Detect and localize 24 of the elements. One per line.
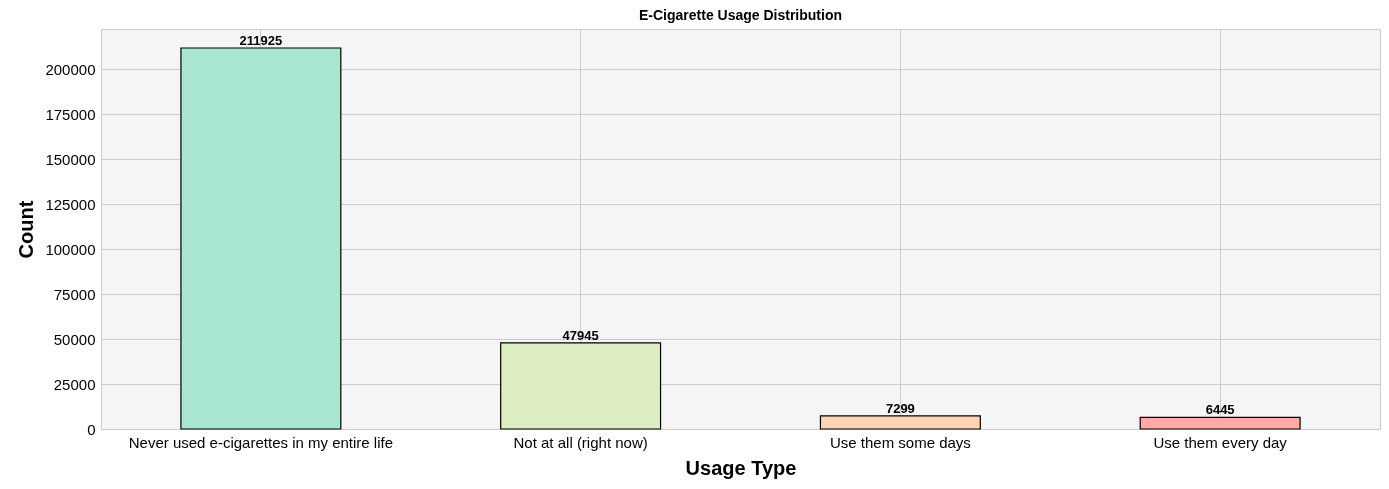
- data-label: 47945: [562, 327, 599, 343]
- x-tick-label: Use them every day: [1153, 433, 1288, 451]
- y-tick-label: 200000: [45, 60, 96, 78]
- y-axis-title: Count: [15, 200, 38, 259]
- y-tick-label: 100000: [45, 240, 96, 258]
- y-tick-label: 50000: [53, 330, 96, 348]
- x-tick-label: Not at all (right now): [513, 433, 648, 451]
- y-tick-label: 75000: [53, 285, 96, 303]
- chart-title: E-Cigarette Usage Distribution: [638, 7, 843, 23]
- bar: [180, 47, 342, 430]
- bar: [1139, 416, 1301, 430]
- y-tick-label: 150000: [45, 150, 96, 168]
- x-tick-label: Use them some days: [829, 433, 971, 451]
- bar: [500, 342, 662, 430]
- data-label: 6445: [1205, 402, 1235, 418]
- data-label: 211925: [239, 33, 283, 49]
- x-axis-title: Usage Type: [685, 456, 797, 479]
- data-label: 7299: [885, 400, 915, 416]
- bar: [819, 415, 981, 430]
- y-tick-label: 25000: [53, 375, 96, 393]
- y-tick-label: 0: [87, 420, 96, 438]
- y-tick-label: 125000: [45, 195, 96, 213]
- x-tick-label: Never used e-cigarettes in my entire life: [128, 433, 394, 451]
- y-tick-label: 175000: [45, 105, 96, 123]
